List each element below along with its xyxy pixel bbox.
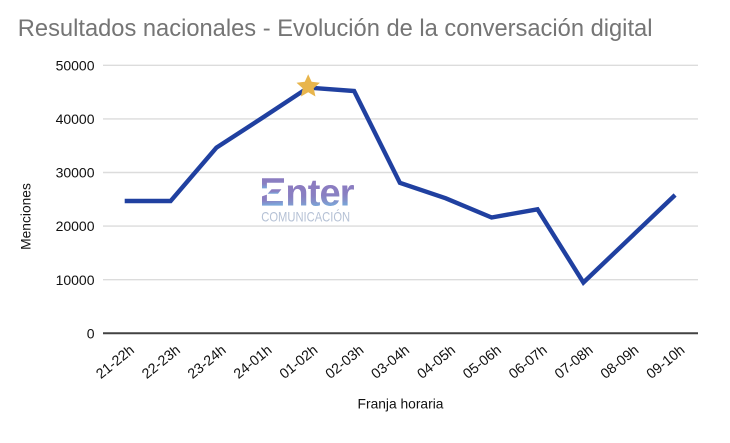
svg-text:Menciones: Menciones	[19, 183, 34, 250]
svg-text:COMUNICACIÓN: COMUNICACIÓN	[261, 208, 350, 224]
svg-text:20000: 20000	[56, 218, 95, 234]
svg-text:0: 0	[87, 325, 95, 341]
svg-text:40000: 40000	[56, 111, 95, 127]
svg-text:Franja horaria: Franja horaria	[358, 397, 444, 412]
svg-text:nter: nter	[285, 172, 354, 214]
svg-text:50000: 50000	[56, 57, 95, 73]
svg-text:Resultados nacionales - Evoluc: Resultados nacionales - Evolución de la …	[18, 16, 653, 42]
svg-text:30000: 30000	[56, 165, 95, 181]
svg-text:10000: 10000	[56, 272, 95, 288]
